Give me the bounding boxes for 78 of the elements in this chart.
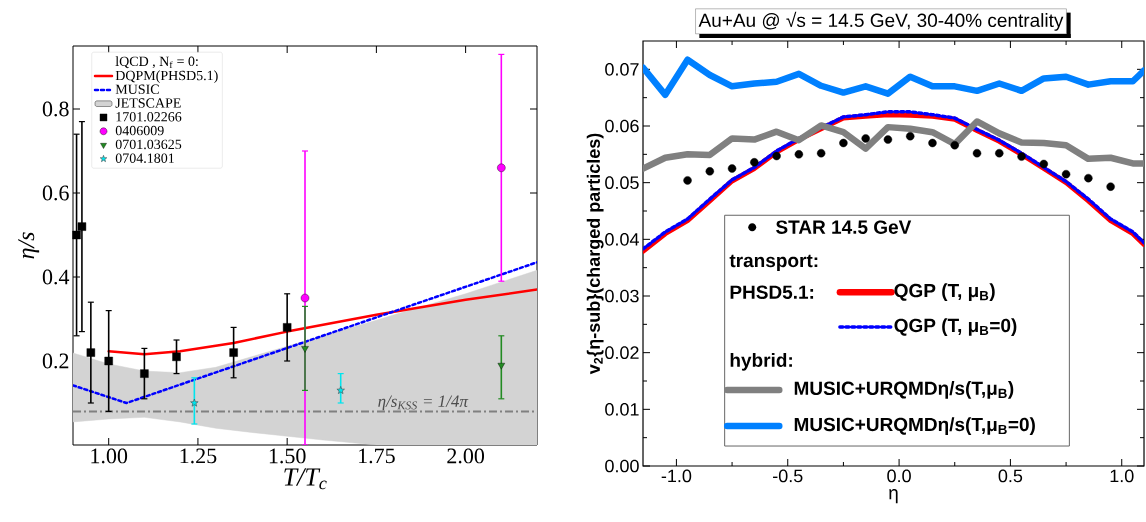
legend-label: MUSIC+URQMDη/s(T,μ$_{B}$) — [794, 381, 1014, 399]
y-tick-label: 0.2 — [42, 353, 69, 369]
point — [497, 163, 506, 172]
legend-label: JETSCAPE — [115, 98, 181, 108]
x-tick-label: 0.0 — [887, 469, 911, 483]
legend-label: 1701.02266 — [116, 112, 182, 122]
legend-label: QGP (T, μ$_{B}$=0) — [894, 318, 1017, 336]
point — [928, 138, 937, 148]
x-tick-label: 1.0 — [1110, 469, 1134, 483]
point — [497, 363, 505, 370]
point — [972, 149, 982, 158]
annotation: PHSD5.1: — [730, 285, 814, 299]
point — [1061, 169, 1071, 179]
point — [86, 348, 96, 357]
point — [683, 176, 692, 185]
point — [839, 138, 848, 148]
point — [750, 158, 759, 167]
point — [72, 230, 81, 240]
y-tick-label: 0.8 — [42, 101, 69, 117]
point — [794, 150, 804, 159]
annotation: hybrid: — [730, 353, 792, 371]
y-axis-title: η/s — [18, 232, 40, 259]
y-tick-label: 0.01 — [605, 402, 639, 416]
point — [861, 134, 870, 143]
point — [300, 293, 310, 303]
y-tick-label: 0.06 — [605, 119, 639, 133]
legend-label: 0704.1801 — [115, 153, 174, 163]
point — [772, 151, 781, 161]
point — [336, 386, 345, 394]
legend-label: 0701.03625 — [115, 139, 182, 150]
point — [906, 132, 915, 141]
x-tick-label: 1.75 — [359, 448, 395, 464]
point — [229, 348, 238, 357]
y-tick-label: 0.02 — [605, 346, 639, 360]
point — [190, 398, 199, 407]
point — [104, 356, 113, 366]
chart-title: Au+Au @ √s = 14.5 GeV, 30-40% centrality — [698, 11, 1064, 31]
y-axis-title: v$_{2}${η-sub}(charged particles) — [586, 133, 604, 375]
point — [172, 352, 181, 361]
legend-label: STAR 14.5 GeV — [776, 220, 912, 234]
legend-title: lQCD , N$_{f}$ = 0: — [115, 56, 198, 69]
y-tick-label: 0.00 — [605, 459, 639, 473]
point — [816, 149, 826, 158]
point — [727, 164, 737, 173]
legend-label: QGP (T, μ$_{B}$) — [894, 283, 995, 302]
legend-label: MUSIC — [115, 84, 159, 94]
x-tick-label: 1.00 — [91, 448, 128, 464]
legend-label: 0406009 — [115, 125, 164, 136]
point — [883, 135, 893, 144]
annotation: η/s$_{KSS}$ = 1/4π — [378, 395, 469, 411]
point — [301, 346, 309, 353]
point — [282, 323, 292, 332]
point — [140, 369, 149, 378]
y-tick-label: 0.4 — [42, 269, 70, 285]
point — [1017, 152, 1026, 161]
point — [705, 167, 715, 176]
x-axis-title: η — [889, 489, 898, 504]
legend-label: DQPM(PHSD5.1) — [115, 70, 218, 84]
x-tick-label: -1.0 — [661, 469, 692, 483]
x-tick-label: 1.25 — [180, 448, 217, 464]
y-tick-label: 0.03 — [605, 289, 639, 303]
y-tick-label: 0.6 — [42, 185, 69, 201]
x-axis-title: T/T$_{c}$ — [284, 468, 327, 490]
y-tick-label: 0.04 — [605, 232, 639, 246]
y-tick-label: 0.07 — [605, 62, 639, 76]
legend-label: MUSIC+URQMDη/s(T,μ$_{B}$=0) — [794, 417, 1035, 435]
point — [950, 141, 959, 150]
point — [995, 149, 1004, 158]
x-tick-label: 1.50 — [269, 448, 306, 464]
point — [1106, 182, 1115, 191]
point — [1084, 173, 1093, 183]
x-tick-label: 0.5 — [998, 469, 1023, 483]
x-tick-label: -0.5 — [773, 469, 803, 483]
y-tick-label: 0.05 — [605, 176, 639, 190]
point — [77, 222, 87, 231]
point — [1039, 159, 1049, 169]
x-tick-label: 2.00 — [447, 448, 485, 464]
annotation: transport: — [729, 254, 818, 272]
